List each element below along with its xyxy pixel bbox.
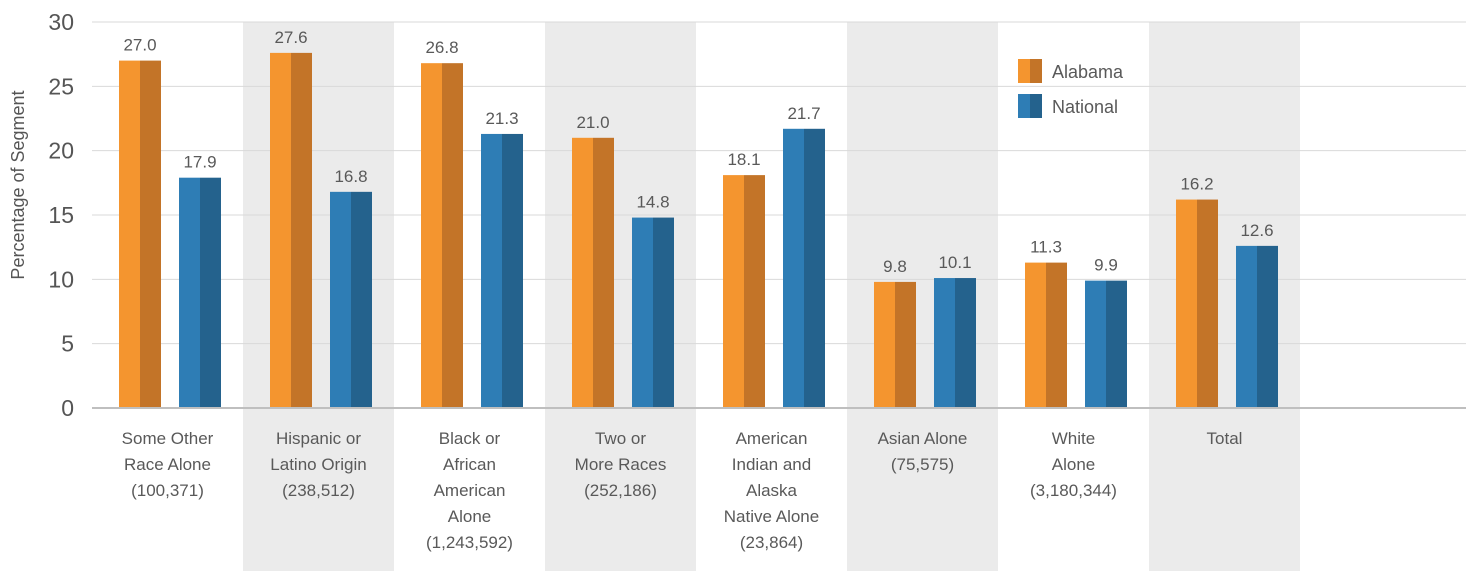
data-label: 27.0 [123,36,156,55]
category-label: Hispanic or Latino Origin (238,512) [270,429,366,500]
bar-alabama-shade [1046,262,1067,408]
bar-national [481,133,502,408]
legend-label: Alabama [1052,62,1124,82]
bar-alabama-shade [744,175,765,408]
bar-alabama [421,63,442,408]
bar-national-shade [200,177,221,408]
bar-national [1085,280,1106,408]
data-label: 27.6 [274,28,307,47]
y-tick-label: 10 [48,266,74,292]
category-label: Some Other Race Alone (100,371) [122,429,214,500]
data-label: 18.1 [727,150,760,169]
bar-national-shade [804,128,825,408]
bar-alabama [723,175,744,408]
bars [119,52,1278,409]
bar-alabama-shade [895,281,916,408]
data-label: 21.7 [787,104,820,123]
legend-swatch-shade [1030,59,1042,83]
data-label: 21.3 [485,109,518,128]
bar-national-shade [1106,280,1127,408]
bar-alabama [1025,262,1046,408]
y-axis: 0 5 10 15 20 25 30 [48,9,1466,421]
legend: Alabama National [1018,59,1124,118]
data-label: 9.9 [1094,256,1118,275]
data-label: 9.8 [883,257,907,276]
bar-alabama [119,60,140,408]
bar-national [632,217,653,408]
bar-alabama-shade [1197,199,1218,408]
bar-alabama [874,281,895,408]
y-axis-label: Percentage of Segment [8,90,28,279]
category-labels: Some Other Race Alone (100,371) Hispanic or… [122,429,1243,552]
y-tick-label: 30 [48,9,74,35]
data-label: 10.1 [938,253,971,272]
y-tick-label: 5 [61,331,74,357]
bar-national-shade [502,133,523,408]
legend-label: National [1052,97,1118,117]
bar-national [179,177,200,408]
data-label: 17.9 [183,153,216,172]
y-tick-label: 0 [61,395,74,421]
y-tick-label: 15 [48,202,74,228]
bar-national [330,191,351,408]
data-label: 14.8 [636,193,669,212]
bar-national [934,278,955,408]
bar-alabama-shade [140,60,161,408]
bar-alabama [270,52,291,408]
bar-national [1236,245,1257,408]
data-label: 26.8 [425,38,458,57]
y-tick-label: 25 [48,73,74,99]
category-label: White Alone (3,180,344) [1030,429,1117,500]
category-label: Black or African American Alone (1,243,592) [426,429,513,552]
data-label: 16.2 [1180,175,1213,194]
bar-national-shade [351,191,372,408]
bar-national [783,128,804,408]
category-label: American Indian and Alaska Native Alone (23,… [724,429,819,552]
data-label: 12.6 [1240,221,1273,240]
bar-alabama-shade [291,52,312,408]
legend-swatch-alabama [1018,59,1030,83]
legend-swatch-shade [1030,94,1042,118]
data-label: 16.8 [334,167,367,186]
data-labels: 27.0 27.6 26.8 21.0 18.1 9.8 11.3 16.2 17.9 16.8 2… [123,28,1273,276]
bar-alabama [572,137,593,409]
bar-alabama-shade [442,63,463,408]
data-label: 11.3 [1030,238,1062,257]
category-label: Two or More Races (252,186) [575,429,667,500]
bar-alabama-shade [593,137,614,409]
category-label: Asian Alone (75,575) [878,429,968,474]
bar-national-shade [653,217,674,408]
bar-national-shade [955,278,976,408]
bar-alabama [1176,199,1197,408]
data-label: 21.0 [576,113,609,132]
y-tick-label: 20 [48,138,74,164]
bar-national-shade [1257,245,1278,408]
category-label: Total [1207,429,1243,448]
legend-swatch-national [1018,94,1030,118]
